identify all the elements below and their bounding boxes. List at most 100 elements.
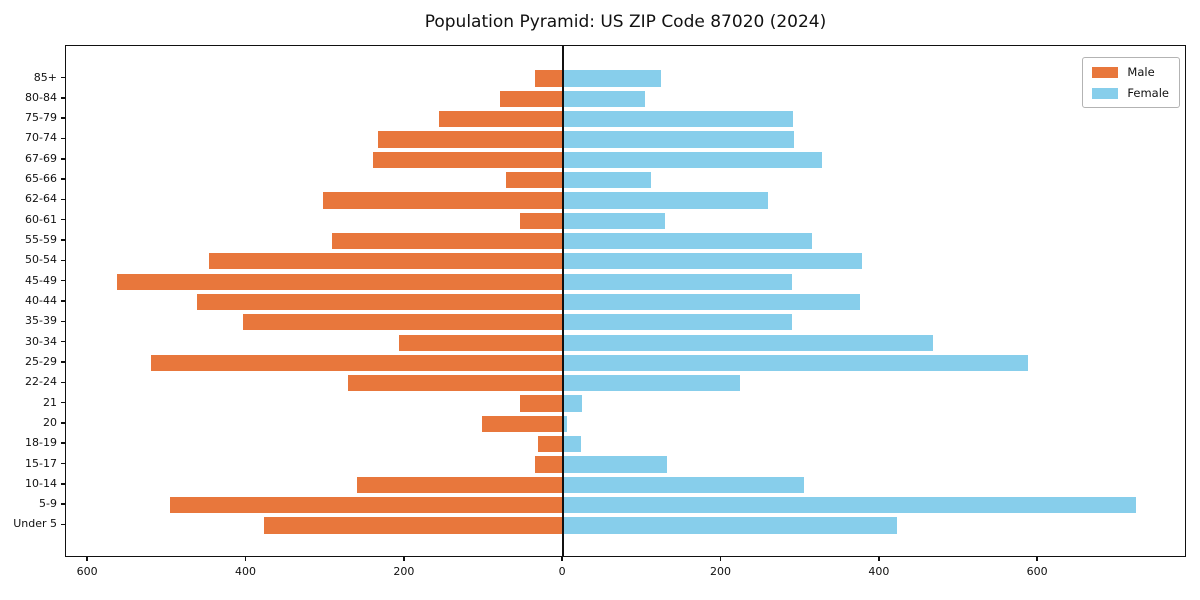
y-tick-mark: [61, 76, 65, 79]
y-tick-label: 25-29: [25, 354, 57, 368]
y-tick-mark: [61, 361, 65, 363]
chart-title: Population Pyramid: US ZIP Code 87020 (2…: [424, 12, 827, 32]
y-tick-mark: [61, 340, 65, 343]
y-tick-label: 21: [43, 395, 57, 409]
female-bar: [563, 192, 769, 209]
female-bar: [563, 436, 582, 453]
female-bar: [563, 314, 792, 331]
female-bar: [563, 90, 646, 107]
y-tick-mark: [61, 483, 65, 485]
x-tick-label: 400: [235, 565, 256, 578]
y-tick-label: Under 5: [13, 517, 57, 531]
y-tick-mark: [61, 422, 65, 424]
y-tick-label: 5-9: [39, 497, 57, 511]
x-tick-label: 200: [710, 565, 731, 578]
male-bar: [196, 293, 564, 311]
male-bar: [347, 375, 564, 392]
y-tick-label: 55-59: [25, 233, 57, 247]
y-tick-mark: [61, 259, 65, 262]
x-tick-label: 200: [393, 565, 415, 578]
y-tick-label: 10-14: [25, 476, 57, 490]
male-bar: [263, 517, 564, 534]
female-color-swatch: [1092, 87, 1119, 99]
y-tick-mark: [61, 178, 65, 180]
y-tick-mark: [61, 218, 65, 221]
female-bar: [563, 456, 667, 473]
female-bar: [563, 395, 583, 412]
y-tick-mark: [61, 462, 65, 465]
male-bar: [499, 90, 564, 107]
y-tick-label: 67-69: [25, 151, 57, 165]
legend-item-male: Male: [1092, 65, 1169, 79]
y-tick-label: 85+: [33, 70, 57, 84]
male-bar: [332, 232, 564, 250]
male-bar: [323, 192, 564, 209]
male-bar: [519, 212, 564, 229]
x-tick-mark: [244, 557, 247, 561]
x-tick-label: 600: [76, 565, 98, 578]
female-bar: [563, 375, 741, 392]
legend-label-male: Male: [1127, 65, 1155, 79]
x-tick-label: 600: [1026, 565, 1048, 578]
y-tick-label: 40-44: [25, 294, 57, 307]
y-tick-mark: [61, 239, 65, 241]
y-tick-mark: [61, 503, 65, 505]
male-bar: [116, 273, 564, 290]
male-bar: [519, 395, 564, 412]
y-tick-label: 62-64: [25, 192, 57, 206]
y-tick-label: 45-49: [25, 273, 57, 287]
x-tick-mark: [86, 557, 88, 561]
y-tick-mark: [61, 401, 65, 404]
x-tick-mark: [1036, 557, 1038, 561]
x-tick-label: 0: [558, 565, 566, 578]
female-bar: [563, 171, 652, 189]
male-bar: [169, 497, 564, 514]
female-bar: [563, 151, 823, 168]
y-tick-label: 18-19: [25, 436, 57, 450]
male-bar: [535, 456, 564, 473]
x-tick-mark: [719, 557, 722, 561]
y-tick-label: 22-24: [25, 375, 57, 389]
female-bar: [563, 111, 793, 128]
y-tick-mark: [61, 137, 65, 140]
y-tick-label: 80-84: [25, 90, 57, 104]
y-tick-mark: [61, 442, 65, 444]
male-bar: [377, 131, 564, 148]
female-bar: [563, 253, 863, 270]
y-tick-label: 60-61: [25, 212, 57, 226]
y-tick-label: 75-79: [25, 111, 57, 125]
y-tick-label: 15-17: [25, 456, 57, 470]
male-bar: [481, 415, 564, 433]
y-tick-label: 20: [43, 415, 57, 429]
male-bar: [373, 151, 564, 168]
male-bar: [150, 354, 564, 372]
x-tick-mark: [403, 557, 405, 561]
y-tick-mark: [61, 381, 65, 384]
y-tick-mark: [61, 158, 65, 160]
y-tick-label: 35-39: [25, 314, 57, 328]
female-bar: [563, 354, 1028, 372]
male-color-swatch: [1092, 66, 1119, 78]
y-tick-mark: [61, 117, 65, 119]
legend: Male Female: [1082, 57, 1180, 108]
male-bar: [537, 436, 564, 453]
legend-item-female: Female: [1092, 86, 1169, 100]
y-tick-label: 70-74: [25, 131, 57, 145]
y-tick-label: 30-34: [25, 334, 57, 348]
y-tick-mark: [61, 320, 65, 323]
male-bar: [357, 476, 564, 493]
male-bar: [208, 253, 564, 270]
male-bar: [399, 334, 564, 351]
female-bar: [563, 415, 568, 433]
y-tick-label: 65-66: [25, 172, 57, 186]
y-tick-mark: [61, 300, 65, 302]
female-bar: [563, 273, 792, 290]
x-tick-label: 400: [868, 565, 890, 578]
female-bar: [563, 517, 898, 534]
female-bar: [563, 293, 861, 311]
female-bar: [563, 131, 794, 148]
female-bar: [563, 212, 666, 229]
female-bar: [563, 232, 812, 250]
male-bar: [506, 171, 564, 189]
